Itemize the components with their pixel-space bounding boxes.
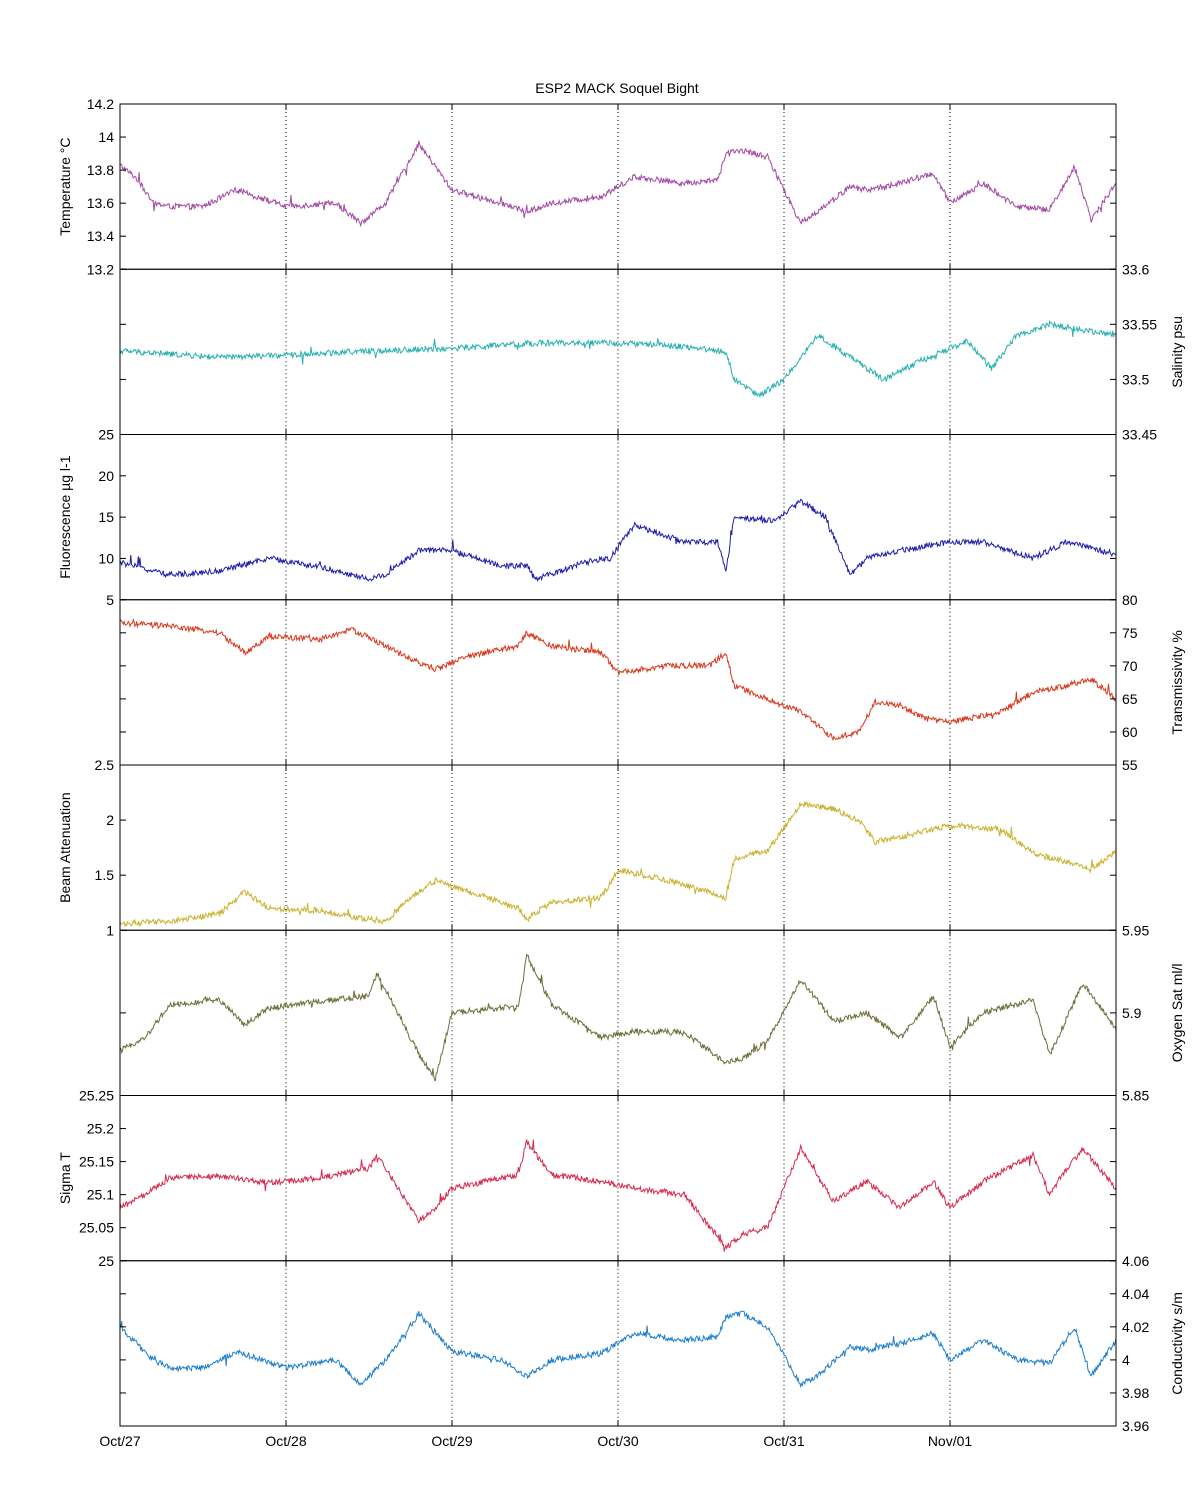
- oxygen-series-line: [119, 953, 1117, 1081]
- fluorescence-series-line: [119, 498, 1117, 583]
- fluorescence-tick-label: 10: [98, 550, 114, 566]
- temperature-series-line: [119, 140, 1117, 228]
- fluorescence-tick-label: 20: [98, 468, 114, 484]
- conductivity-tick-label: 4.02: [1122, 1319, 1149, 1335]
- salinity-series-line: [119, 319, 1117, 399]
- sigma_t-tick-label: 25.25: [79, 1088, 114, 1104]
- temperature-axis-label: Temperature °C: [57, 138, 73, 236]
- temperature-tick-label: 14.2: [87, 96, 114, 112]
- oxygen-axis-label: Oxygen Sat ml/l: [1169, 963, 1185, 1062]
- beam_attenuation-tick-label: 1: [106, 922, 114, 938]
- temperature-tick-label: 13.8: [87, 162, 114, 178]
- transmissivity-tick-label: 65: [1122, 691, 1138, 707]
- temperature-tick-label: 13.4: [87, 228, 114, 244]
- salinity-tick-label: 33.5: [1122, 371, 1149, 387]
- sigma_t-tick-label: 25.15: [79, 1154, 114, 1170]
- conductivity-tick-label: 4.06: [1122, 1253, 1149, 1269]
- x-tick-label: Oct/29: [431, 1433, 472, 1449]
- conductivity-series-line: [119, 1310, 1117, 1389]
- temperature-tick-label: 13.2: [87, 261, 114, 277]
- salinity-tick-label: 33.6: [1122, 261, 1149, 277]
- beam_attenuation-axis-label: Beam Attenuation: [57, 792, 73, 903]
- salinity-tick-label: 33.55: [1122, 316, 1157, 332]
- beam_attenuation-tick-label: 2.5: [95, 757, 115, 773]
- temperature-tick-label: 13.6: [87, 195, 114, 211]
- transmissivity-tick-label: 75: [1122, 625, 1138, 641]
- fluorescence-tick-label: 25: [98, 427, 114, 443]
- fluorescence-tick-label: 5: [106, 592, 114, 608]
- transmissivity-tick-label: 55: [1122, 757, 1138, 773]
- beam_attenuation-tick-label: 2: [106, 812, 114, 828]
- transmissivity-series-line: [119, 617, 1117, 742]
- sigma_t-tick-label: 25: [98, 1253, 114, 1269]
- oxygen-tick-label: 5.95: [1122, 922, 1149, 938]
- x-tick-label: Oct/30: [597, 1433, 638, 1449]
- beam_attenuation-tick-label: 1.5: [95, 867, 115, 883]
- salinity-axis-label: Salinity psu: [1169, 316, 1185, 388]
- oxygen-tick-label: 5.85: [1122, 1088, 1149, 1104]
- sigma_t-tick-label: 25.05: [79, 1220, 114, 1236]
- sigma_t-axis-label: Sigma T: [57, 1152, 73, 1204]
- conductivity-tick-label: 3.98: [1122, 1385, 1149, 1401]
- temperature-tick-label: 14: [98, 129, 114, 145]
- x-tick-label: Oct/27: [99, 1433, 140, 1449]
- salinity-tick-label: 33.45: [1122, 427, 1157, 443]
- chart-title: ESP2 MACK Soquel Bight: [535, 80, 699, 96]
- sigma_t-tick-label: 25.1: [87, 1187, 114, 1203]
- conductivity-tick-label: 4: [1122, 1352, 1130, 1368]
- transmissivity-tick-label: 80: [1122, 592, 1138, 608]
- transmissivity-axis-label: Transmissivity %: [1169, 630, 1185, 735]
- sigma_t-series-line: [119, 1139, 1117, 1252]
- conductivity-axis-label: Conductivity s/m: [1169, 1292, 1185, 1395]
- fluorescence-axis-label: Fluorescence µg l-1: [57, 455, 73, 578]
- beam_attenuation-series-line: [119, 801, 1117, 928]
- x-tick-label: Oct/28: [265, 1433, 306, 1449]
- transmissivity-tick-label: 60: [1122, 724, 1138, 740]
- oxygen-tick-label: 5.9: [1122, 1005, 1142, 1021]
- x-tick-label: Oct/31: [763, 1433, 804, 1449]
- conductivity-tick-label: 4.04: [1122, 1286, 1149, 1302]
- sigma_t-tick-label: 25.2: [87, 1121, 114, 1137]
- transmissivity-tick-label: 70: [1122, 658, 1138, 674]
- fluorescence-tick-label: 15: [98, 509, 114, 525]
- x-tick-label: Nov/01: [928, 1433, 973, 1449]
- conductivity-tick-label: 3.96: [1122, 1418, 1149, 1434]
